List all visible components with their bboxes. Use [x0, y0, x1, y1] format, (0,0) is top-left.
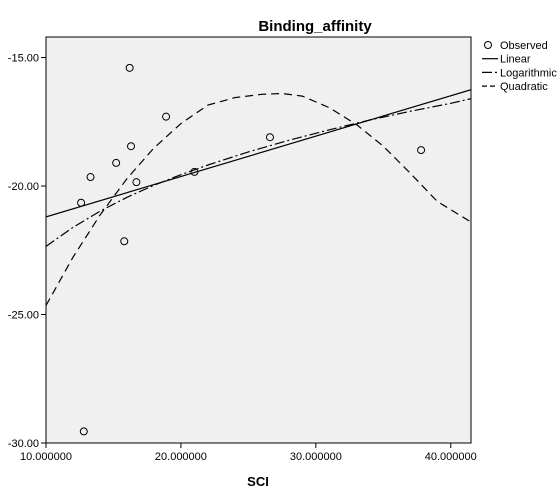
observed-points: [77, 63, 426, 436]
observed-point: [120, 237, 129, 246]
observed-point: [77, 198, 86, 207]
logarithmic-fit-line: [46, 98, 471, 247]
x-tick-label: 10.000000: [20, 451, 72, 463]
x-axis-label: SCI: [247, 474, 269, 489]
observed-point: [86, 173, 95, 182]
observed-point: [132, 178, 141, 187]
linear-fit-line: [46, 89, 471, 218]
y-tick-label: -20.00: [8, 181, 39, 193]
legend-label-logarithmic: Logarithmic: [500, 67, 557, 79]
x-tick-label: 20.000000: [155, 451, 207, 463]
legend-label-quadratic: Quadratic: [500, 81, 548, 93]
y-tick-label: -25.00: [8, 310, 39, 322]
x-axis: 10.000000 20.000000 30.000000 40.000000: [20, 443, 477, 463]
x-tick-label: 30.000000: [290, 451, 342, 463]
observed-point: [190, 167, 199, 176]
observed-point: [127, 142, 135, 151]
plot-area: [45, 36, 472, 444]
legend-label-observed: Observed: [500, 40, 548, 52]
observed-point: [265, 133, 274, 142]
x-tick-label: 40.000000: [425, 451, 477, 463]
observed-point: [79, 427, 88, 436]
quadratic-fit-line: [46, 92, 471, 306]
y-tick-label: -15.00: [8, 53, 39, 65]
y-axis: -15.00 -20.00 -25.00 -30.00: [8, 53, 46, 450]
observed-point: [125, 63, 134, 72]
legend-label-linear: Linear: [500, 54, 531, 66]
observed-point: [162, 112, 171, 121]
chart-title: Binding_affinity: [258, 18, 372, 35]
observed-point: [112, 158, 121, 167]
y-tick-label: -30.00: [8, 438, 39, 450]
fit-lines: [46, 89, 471, 306]
observed-point: [417, 146, 426, 155]
legend-observed-marker: [484, 41, 492, 49]
